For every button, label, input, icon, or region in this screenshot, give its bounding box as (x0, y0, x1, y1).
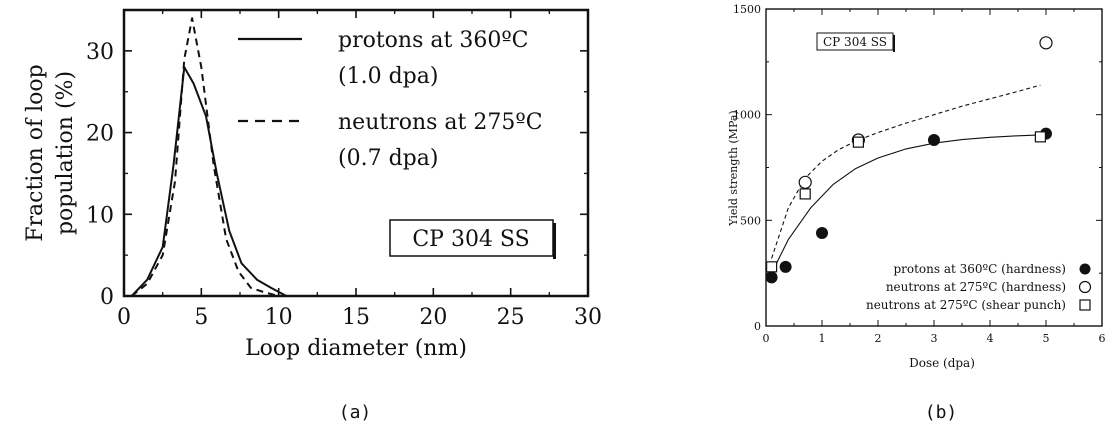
panel-a-caption: (a) (339, 402, 372, 423)
proton-hardness-point (779, 260, 792, 273)
panel-b-ytick-label: 0 (754, 320, 761, 333)
panel-a-annotation-box (389, 219, 554, 257)
panel-b-fits (771, 84, 1047, 274)
panel-b-ytick-label: 1500 (733, 3, 761, 16)
panel-b-ytick-label: 1000 (733, 109, 761, 122)
panel-a-ticks: 0 5 10 15 20 25 30 0 10 20 30 (86, 10, 602, 330)
legend-b-open-square (1079, 299, 1091, 311)
panel-a-ytick-label: 0 (100, 285, 114, 310)
legend-protons-label: protons at 360ºC (338, 28, 529, 53)
panel-a-xtick-label: 10 (265, 305, 293, 330)
neutron-shear-punch-point (852, 136, 865, 148)
proton-hardness-point (928, 134, 940, 147)
panel-a-xtick-label: 30 (574, 305, 602, 330)
panel-a-xlabel: Loop diameter (nm) (245, 336, 467, 361)
panel-a-xtick-label: 5 (194, 305, 208, 330)
panel-b-ytick-label: 500 (740, 214, 761, 227)
legend-neutrons-dose: (0.7 dpa) (338, 146, 438, 171)
neutron-shear-punch-point (765, 261, 778, 273)
proton-fit-line (771, 134, 1047, 274)
proton-hardness-point (765, 271, 778, 284)
panel-b-xtick-label: 4 (987, 332, 994, 345)
legend-neutrons-label: neutrons at 275ºC (338, 110, 543, 135)
legend-b-neutrons-hardness-label: neutrons at 275ºC (hardness) (886, 280, 1066, 294)
neutron-hardness-point (798, 175, 812, 189)
panel-b-xtick-label: 1 (819, 332, 826, 345)
panel-a-ytick-label: 10 (86, 203, 114, 228)
panel-a-xtick-label: 15 (342, 305, 370, 330)
panel-a-ylabel-line2: population (%) (53, 71, 78, 235)
proton-hardness-point (816, 227, 828, 240)
legend-b-protons-label: protons at 360ºC (hardness) (893, 262, 1066, 276)
panel-a-xtick-label: 0 (117, 305, 131, 330)
panel-b-points (765, 36, 1053, 284)
panel-b-caption: (b) (925, 402, 958, 423)
panel-b-xtick-label: 0 (763, 332, 770, 345)
panel-a-xtick-label: 20 (419, 305, 447, 330)
neutron-shear-punch-point (799, 188, 811, 200)
panel-a-ytick-label: 20 (86, 122, 114, 147)
panel-b: 0 1 2 3 4 5 6 0 500 1000 1500 CP 304 SS protons at… (727, 3, 1106, 423)
panel-a-ytick-label: 30 (86, 40, 114, 65)
neutron-fit-line (771, 84, 1041, 259)
panel-a: 0 5 10 15 20 25 30 0 10 20 30 protons at 360ºC (1.… (23, 8, 602, 423)
neutrons-line (131, 17, 279, 297)
panel-a-series (130, 17, 287, 297)
panel-a-ylabel: Fraction of loop population (%) (23, 64, 78, 242)
panel-b-legend: protons at 360ºC (hardness) neutrons at … (866, 262, 1092, 312)
neutron-shear-punch-point (1034, 131, 1047, 143)
neutron-hardness-point (1039, 36, 1053, 50)
legend-protons-dose: (1.0 dpa) (338, 64, 438, 89)
legend-b-shear-punch-label: neutrons at 275ºC (shear punch) (866, 298, 1066, 312)
panel-b-annotation: CP 304 SS (823, 35, 887, 49)
panel-a-ylabel-line1: Fraction of loop (23, 64, 48, 242)
panel-a-legend: protons at 360ºC (1.0 dpa) neutrons at 2… (238, 28, 543, 171)
legend-b-filled-circle (1079, 263, 1091, 275)
panel-a-annotation-shadow (553, 223, 556, 259)
panel-b-xtick-label: 3 (931, 332, 938, 345)
panel-b-xtick-label: 2 (875, 332, 882, 345)
panel-a-xtick-label: 25 (497, 305, 525, 330)
panel-b-xtick-label: 6 (1099, 332, 1106, 345)
panel-b-annotation-shadow (893, 35, 895, 52)
legend-b-open-circle (1078, 280, 1092, 294)
panel-b-ylabel: Yield strength (MPa) (727, 110, 740, 226)
panel-b-xlabel: Dose (dpa) (909, 356, 975, 370)
panel-b-xtick-label: 5 (1043, 332, 1050, 345)
panel-a-annotation: CP 304 SS (412, 227, 529, 252)
panel-b-frame (765, 8, 1103, 327)
protons-line (130, 66, 287, 297)
panel-b-ticks: 0 1 2 3 4 5 6 0 500 1000 1500 (733, 3, 1106, 345)
